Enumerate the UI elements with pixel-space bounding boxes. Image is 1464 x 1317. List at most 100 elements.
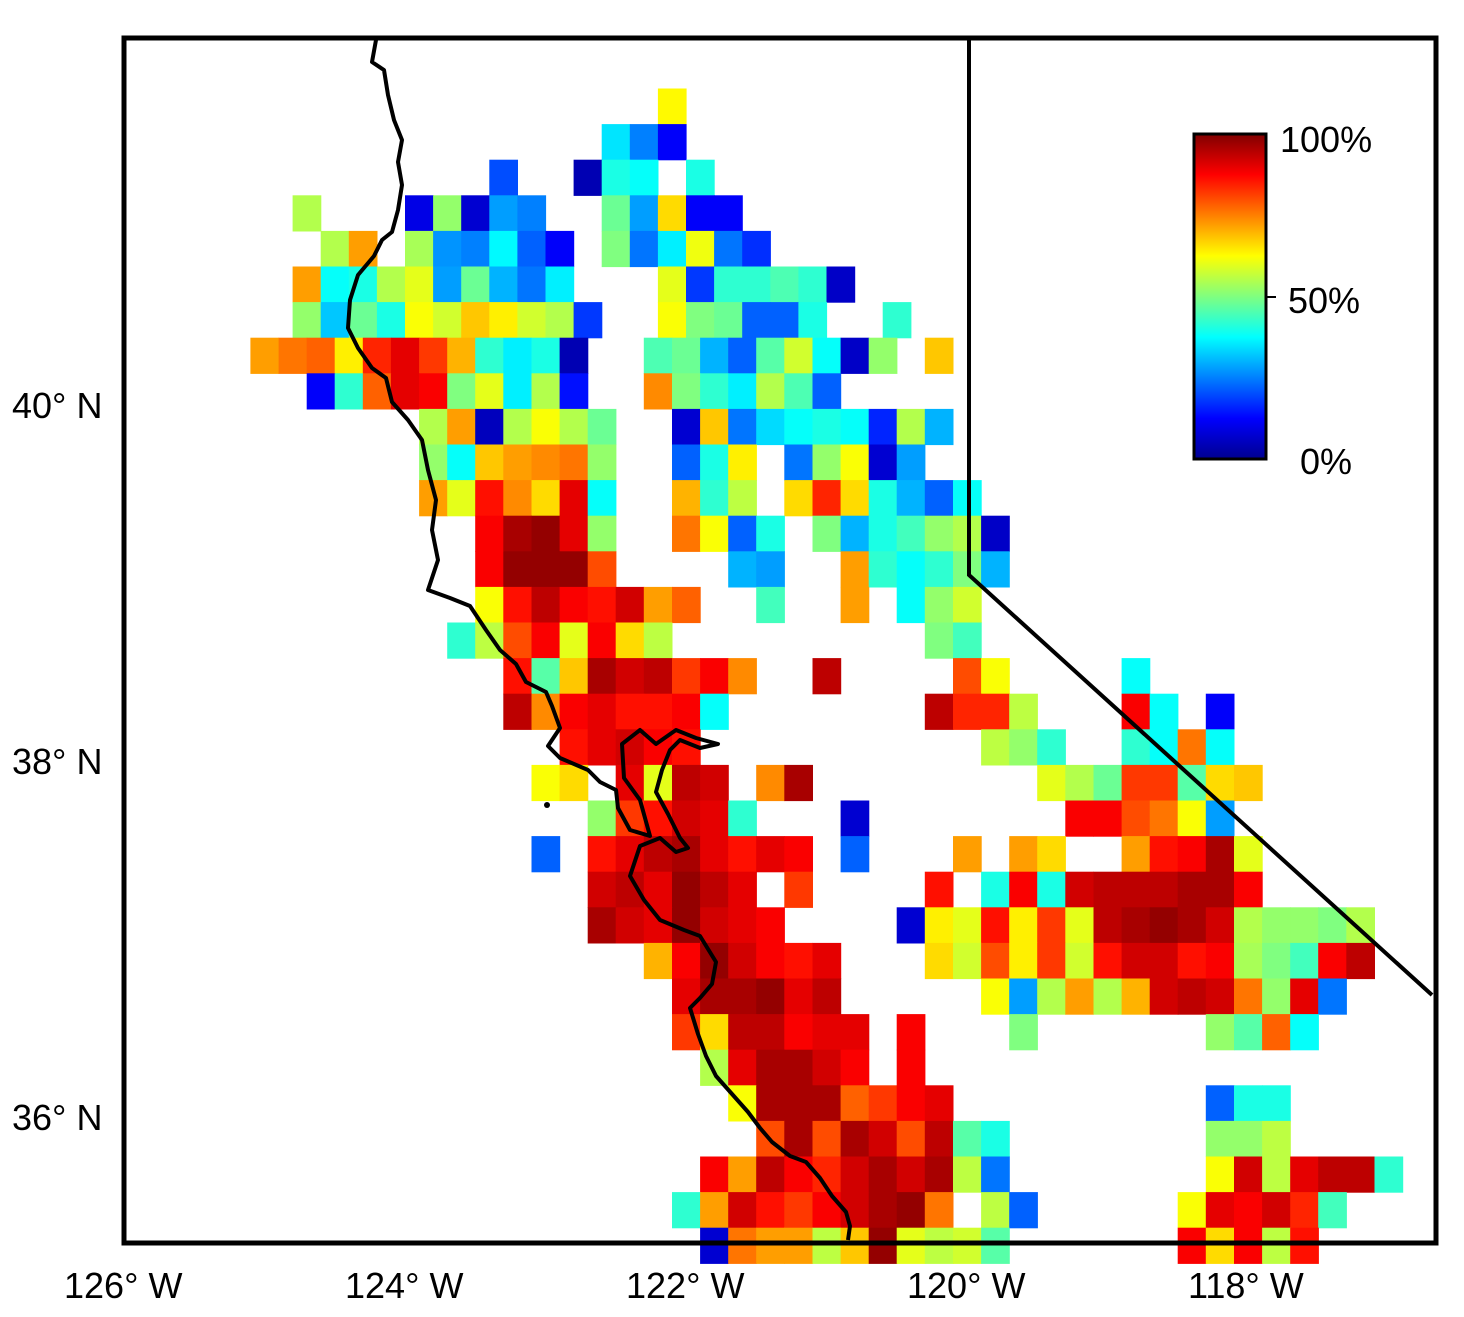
heatmap-cell [559,373,589,410]
heatmap-cell [1290,1014,1319,1051]
heatmap-cell [1262,1120,1291,1158]
heatmap-cell [615,836,645,873]
heatmap-cell [840,836,870,873]
heatmap-cell [503,444,532,481]
heatmap-cell [953,942,982,980]
heatmap-cell [868,1156,898,1193]
heatmap-cell [517,195,547,232]
heatmap-cell [896,1192,926,1229]
heatmap-cell [953,1227,982,1264]
heatmap-cell [1290,1156,1319,1193]
heatmap-cell [812,480,842,517]
heatmap-cell [1234,1192,1263,1229]
heatmap-cell [784,1049,813,1086]
heatmap-cell [1234,1014,1263,1051]
heatmap-cell [1234,1156,1263,1193]
heatmap-cell [700,871,729,908]
heatmap-cell [1149,907,1179,944]
heatmap-cell [531,515,561,552]
heatmap-cell [531,337,561,374]
heatmap-cell [1205,800,1235,837]
heatmap-cell [700,693,729,730]
heatmap-cell [545,302,575,339]
heatmap-cell [1290,978,1319,1015]
heatmap-cell [1009,729,1038,766]
heatmap-cell [587,622,617,659]
heatmap-cell [672,586,701,624]
geographic-boundaries [346,39,1434,1241]
heatmap-cell [1234,764,1263,802]
heatmap-cell [924,1120,954,1158]
heatmap-cell [700,800,729,837]
heatmap-cell [1149,836,1179,873]
heatmap-cell [896,1085,926,1122]
heatmap-cell [1009,871,1038,908]
heatmap-cell [447,444,476,481]
heatmap-cell [348,230,378,268]
heatmap-cell [1093,871,1123,908]
heatmap-cell [1205,907,1235,944]
heatmap-cell [896,551,926,588]
heatmap-cell [1205,1156,1235,1193]
heatmap-cell [573,302,603,339]
heatmap-cell [1177,1192,1207,1229]
heatmap-cell [812,1192,842,1229]
heatmap-cell [924,586,954,624]
heatmap-cell [601,195,631,232]
heatmap-cell [953,836,982,873]
heatmap-cell [503,693,532,730]
heatmap-cell [433,302,462,339]
state-border [967,40,1434,997]
heatmap-cell [1065,764,1094,802]
heatmap-cell [924,1192,954,1229]
heatmap-cell [1149,942,1179,980]
heatmap-cell [1374,1156,1404,1193]
heatmap-cell [1037,729,1066,766]
heatmap-cell [643,373,673,410]
heatmap-cell [672,444,701,481]
heatmap-cell [1205,1014,1235,1051]
coastline [346,39,852,1241]
heatmap-cell [643,871,673,908]
heatmap-cell [1121,764,1151,802]
colorbar-label-mid: 50% [1288,280,1360,321]
heatmap-cell [1290,907,1319,944]
heatmap-cell [376,302,406,339]
heatmap-cell [840,444,870,481]
heatmap-cell [812,1120,842,1158]
heatmap-cell [840,337,870,374]
heatmap-cell [686,266,715,303]
heatmap-cell [714,195,743,232]
heatmap-cell [362,337,392,374]
heatmap-cell [924,551,954,588]
heatmap-cell [840,1120,870,1158]
heatmap-cell [559,764,589,802]
heatmap-cell [250,337,280,374]
heatmap-cell [700,373,729,410]
heatmap-cell [1009,1014,1038,1051]
heatmap-cell [1009,907,1038,944]
heatmap-cell [461,230,490,268]
heatmap-cell [798,302,828,339]
heatmap-cell [334,337,364,374]
heatmap-cell [953,1156,982,1193]
heatmap-cell [700,836,729,873]
heatmap-cell [672,942,701,980]
heatmap-cell [756,1192,785,1229]
heatmap-cell [700,1192,729,1229]
heatmap-cell [475,586,504,624]
heatmap-cell [1290,942,1319,980]
heatmap-cell [405,266,434,303]
heatmap-cell [953,622,982,659]
heatmap-cell [981,871,1010,908]
heatmap-cell [784,337,813,374]
heatmap-cell [700,444,729,481]
heatmap-cell [798,266,828,303]
heatmap-cell [896,586,926,624]
heatmap-cell [657,195,687,232]
heatmap-cell [812,942,842,980]
heatmap-cell [306,373,336,410]
heatmap-cell [531,373,561,410]
heatmap-cell [672,515,701,552]
heatmap-cell [784,764,813,802]
